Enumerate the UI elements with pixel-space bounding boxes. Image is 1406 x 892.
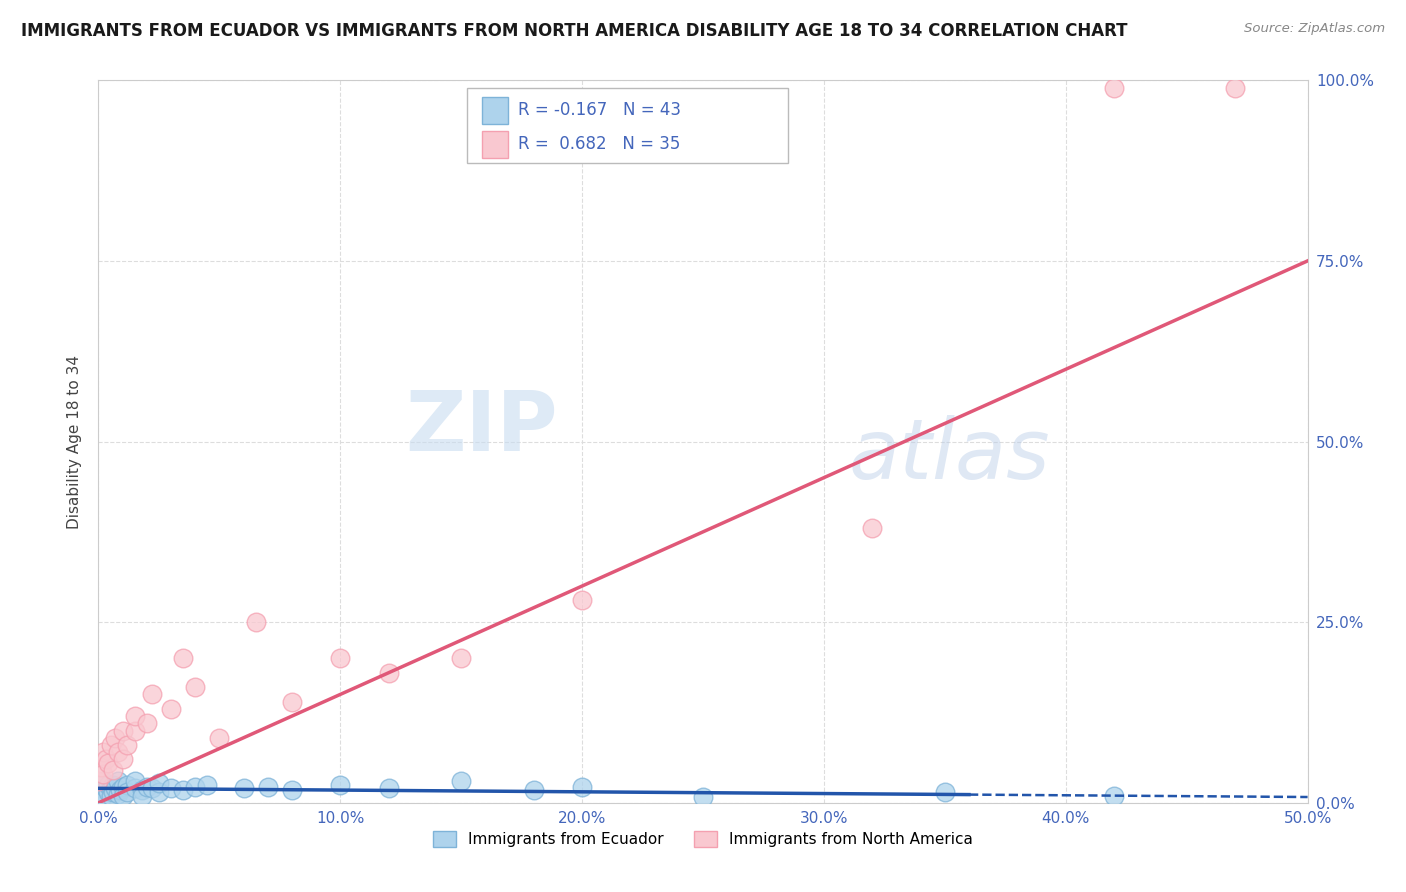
Point [377,665,399,680]
Point [100,781,122,796]
Point [329,778,352,792]
Point [107,774,129,789]
Point [111,752,134,766]
Point [184,780,207,794]
Point [91,745,114,759]
Point [450,774,472,789]
Point [87,774,110,789]
Point [148,785,170,799]
Point [135,780,157,794]
Point [195,778,218,792]
Point [160,702,183,716]
Point [97,778,120,792]
Point [124,723,146,738]
Text: atlas: atlas [848,416,1050,497]
Point [135,716,157,731]
Point [124,781,146,796]
Point [97,785,120,799]
Point [97,756,120,770]
Point [107,787,129,801]
Point [91,774,114,789]
FancyBboxPatch shape [482,130,509,158]
Point [101,764,124,778]
Point [1102,80,1125,95]
Point [934,785,956,799]
Point [184,680,207,694]
Point [571,593,593,607]
Point [1102,789,1125,803]
Point [104,781,127,796]
Point [101,778,124,792]
Point [104,731,127,745]
Point [377,781,399,796]
Text: ZIP: ZIP [405,386,558,467]
Point [117,785,139,799]
Text: R =  0.682   N = 35: R = 0.682 N = 35 [517,136,681,153]
Point [131,782,153,797]
Text: R = -0.167   N = 43: R = -0.167 N = 43 [517,102,681,120]
Point [101,785,124,799]
Point [117,778,139,792]
Legend: Immigrants from Ecuador, Immigrants from North America: Immigrants from Ecuador, Immigrants from… [427,825,979,853]
Point [232,781,254,796]
Point [124,774,146,789]
Point [523,782,546,797]
Point [450,651,472,665]
Point [571,780,593,794]
Point [111,780,134,794]
Point [90,778,112,792]
Point [108,782,131,797]
Point [90,760,112,774]
Point [860,521,883,535]
Point [94,752,117,766]
FancyBboxPatch shape [482,96,509,124]
Point [100,738,122,752]
FancyBboxPatch shape [467,87,787,163]
Point [117,738,139,752]
Point [131,789,153,803]
Point [91,767,114,781]
Point [141,687,163,701]
Point [148,775,170,789]
Point [256,780,278,794]
Text: IMMIGRANTS FROM ECUADOR VS IMMIGRANTS FROM NORTH AMERICA DISABILITY AGE 18 TO 34: IMMIGRANTS FROM ECUADOR VS IMMIGRANTS FR… [21,22,1128,40]
Point [692,790,714,805]
Point [91,789,114,803]
Point [172,782,194,797]
Point [87,781,110,796]
Point [124,709,146,723]
Point [329,651,352,665]
Point [141,781,163,796]
Point [107,745,129,759]
Point [208,731,231,745]
Point [111,789,134,803]
Y-axis label: Disability Age 18 to 34: Disability Age 18 to 34 [67,354,83,529]
Point [281,695,304,709]
Point [245,615,267,630]
Point [281,782,304,797]
Point [100,789,122,803]
Point [1223,80,1246,95]
Point [94,781,117,796]
Text: Source: ZipAtlas.com: Source: ZipAtlas.com [1244,22,1385,36]
Point [111,723,134,738]
Point [90,785,112,799]
Point [160,781,183,796]
Point [172,651,194,665]
